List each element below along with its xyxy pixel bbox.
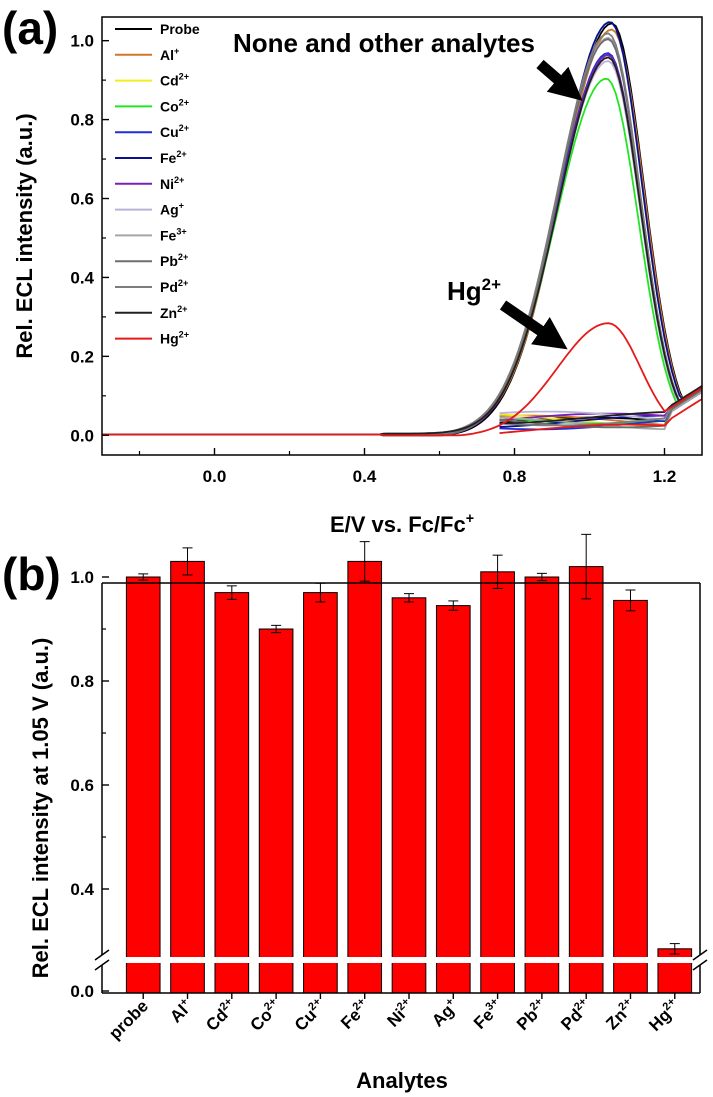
y-tick-label: 0.4 [70, 268, 94, 287]
category-label: Cd2+ [202, 996, 241, 1035]
annotation-hg: Hg2+ [447, 275, 501, 306]
axis-break-mark-right [692, 949, 708, 961]
bar-7 [435, 605, 471, 994]
category-label: Al+ [166, 996, 197, 1027]
legend-entry: Hg2+ [160, 330, 189, 347]
bar-9 [524, 576, 560, 994]
category-label: Pb2+ [512, 996, 550, 1034]
legend-entry: Pd2+ [160, 278, 188, 295]
panel-a-plot-frame [101, 16, 703, 456]
panel-b-label: (b) [2, 548, 61, 600]
bar-4 [303, 592, 338, 994]
panel-a-legend: Probe Al+ Cd2+ Co2+ Cu2+ Fe2+ Ni2+ Ag+ Fe3+ Pb2+ P… [115, 21, 200, 347]
category-label: Hg2+ [645, 996, 684, 1035]
category-label: Fe2+ [336, 996, 373, 1033]
bar-11 [613, 599, 648, 994]
bar-12 [657, 948, 693, 994]
panel-a-label: (a) [2, 2, 58, 54]
series-line-6 [102, 53, 702, 437]
series-line-2 [102, 52, 702, 436]
legend-entry: Ni2+ [160, 175, 184, 192]
x-tick-label: 1.2 [653, 467, 677, 486]
bar-6 [391, 597, 427, 994]
category-label: probe [105, 996, 152, 1043]
panel-a-annotations: None and other analytes Hg2+ [233, 28, 583, 350]
x-tick-label: 0.0 [203, 467, 227, 486]
bar-1 [170, 560, 205, 994]
legend-entry: Cd2+ [160, 72, 189, 89]
legend-entry: Probe [160, 21, 200, 37]
category-label: Ni2+ [383, 996, 418, 1031]
y-tick-label: 0.0 [70, 426, 94, 445]
y-tick-label: 0.8 [70, 111, 94, 130]
annotation-arrow [536, 59, 583, 101]
panel-b-bars [103, 533, 699, 994]
y-tick-label: 1.0 [70, 32, 94, 51]
legend-entry: Fe2+ [160, 149, 187, 166]
annotation-none-and-others: None and other analytes [233, 28, 535, 58]
category-label: Zn2+ [602, 996, 640, 1034]
series-line-11 [102, 56, 702, 436]
y-tick-label: 0.4 [70, 880, 94, 899]
y-tick-label: 0.2 [70, 347, 94, 366]
x-tick-label: 0.4 [353, 467, 377, 486]
category-label: Pd2+ [557, 996, 595, 1034]
legend-entry: Pb2+ [160, 252, 188, 269]
bar-8 [480, 571, 515, 994]
y-tick-label: 1.0 [70, 568, 94, 587]
panel-b-x-axis-title: Analytes [356, 1068, 448, 1093]
panel-b-y-axis-title: Rel. ECL intensity at 1.05 V (a.u.) [28, 638, 53, 979]
legend-entry: Co2+ [160, 97, 189, 114]
bar-3 [258, 628, 294, 994]
bar-5 [347, 560, 383, 994]
panel-a-series-lines [102, 21, 702, 437]
bar-2 [214, 592, 250, 994]
category-label: Fe3+ [469, 996, 506, 1033]
legend-entry: Zn2+ [160, 304, 187, 321]
legend-entry: Al+ [160, 46, 179, 63]
y-tick-label: 0.6 [70, 190, 94, 209]
category-label: Co2+ [246, 996, 285, 1035]
annotation-arrow [499, 300, 568, 350]
axis-break-mark-right [692, 959, 708, 971]
series-line-1 [102, 28, 702, 437]
y-tick-label: 0.8 [70, 672, 94, 691]
panel-b: (b) probe Al+Cd2+Co2+Cu2+Fe2+Ni2+ Ag+Fe3+P… [2, 533, 708, 1093]
axis-break-mark-left [94, 949, 110, 961]
panel-a-axes: 0.0 0.4 0.8 1.2 0.0 0.2 0.4 0.6 0.8 1.0 [70, 32, 676, 486]
y-tick-label: 0.6 [70, 776, 94, 795]
series-line-12 [102, 322, 702, 437]
axis-break-mark-left [94, 959, 110, 971]
panel-a-x-axis-title: E/V vs. Fc/Fc+ [330, 511, 474, 537]
legend-entry: Fe3+ [160, 226, 187, 243]
category-label: Ag+ [427, 996, 462, 1031]
bar-0 [125, 576, 161, 994]
legend-entry: Cu2+ [160, 123, 189, 140]
series-line-10 [102, 32, 702, 437]
category-label: Cu2+ [290, 996, 329, 1035]
axis-break-band [103, 957, 699, 963]
series-line-7 [102, 60, 702, 437]
series-line-9 [102, 38, 702, 437]
series-line-4 [102, 52, 702, 437]
panel-b-axes: probe Al+Cd2+Co2+Cu2+Fe2+ Ni2+ Ag+Fe3+Pb2+P… [70, 568, 708, 1043]
y-tick-label: 0.0 [70, 982, 94, 1001]
panel-a-y-axis-title: Rel. ECL intensity (a.u.) [12, 113, 37, 358]
series-line-3 [102, 77, 702, 437]
bar-10 [568, 566, 604, 994]
x-tick-label: 0.8 [503, 467, 527, 486]
panel-a: (a) 0.0 0.4 0.8 1.2 0.0 0.2 0.4 0.6 0.8 1.0 Probe… [2, 2, 703, 537]
legend-entry: Ag+ [160, 201, 184, 218]
series-line-8 [102, 36, 702, 436]
